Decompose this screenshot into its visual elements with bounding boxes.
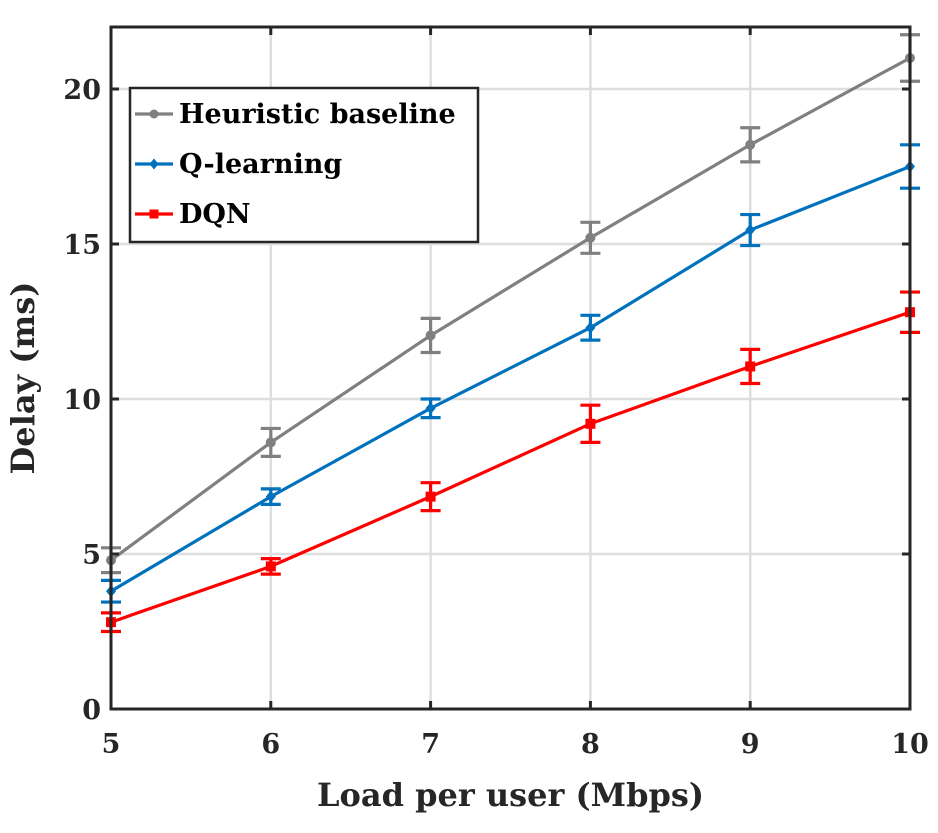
series-dqn	[101, 290, 920, 634]
x-tick-label: 9	[741, 729, 760, 760]
x-tick-label: 7	[421, 729, 440, 760]
legend-item: DQN	[135, 199, 251, 230]
legend-label: Heuristic baseline	[179, 99, 456, 130]
square-marker	[265, 561, 276, 572]
series-line	[110, 56, 911, 562]
x-tick-label: 5	[102, 729, 121, 760]
x-tick-label: 8	[581, 729, 600, 760]
series-line	[110, 310, 911, 624]
circle-marker	[745, 139, 756, 150]
square-marker	[745, 361, 756, 372]
y-tick-labels: 0 5 10 15 20	[63, 75, 101, 726]
x-axis-label: Load per user (Mbps)	[317, 776, 704, 814]
y-tick-label: 5	[82, 540, 101, 571]
y-tick-label: 15	[63, 230, 101, 261]
x-tick-label: 6	[261, 729, 280, 760]
series-line	[110, 165, 911, 593]
circle-marker	[149, 109, 159, 119]
y-tick-label: 20	[63, 75, 101, 106]
diamond-marker	[265, 490, 276, 503]
square-marker	[149, 209, 159, 219]
y-axis-label: Delay (ms)	[4, 282, 42, 475]
square-marker	[585, 418, 596, 429]
x-tick-label: 10	[891, 729, 929, 760]
legend-label: Q-learning	[179, 149, 342, 180]
diamond-marker	[425, 402, 436, 415]
circle-marker	[265, 437, 276, 448]
x-tick-labels: 5 6 7 8 9 10	[102, 729, 929, 760]
square-marker	[425, 491, 436, 502]
y-tick-label: 10	[63, 385, 101, 416]
axes-box	[109, 25, 912, 711]
diamond-marker	[585, 321, 596, 334]
legend: Heuristic baseline Q-learning DQN	[128, 86, 480, 244]
diamond-marker	[149, 158, 159, 170]
legend-label: DQN	[179, 199, 251, 230]
diamond-marker	[745, 224, 756, 237]
y-tick-label: 0	[82, 695, 101, 726]
legend-box	[128, 86, 480, 244]
circle-marker	[585, 232, 596, 243]
legend-item: Heuristic baseline	[135, 99, 456, 130]
axis-ticks	[109, 27, 912, 711]
legend-item: Q-learning	[135, 149, 342, 180]
circle-marker	[425, 330, 436, 341]
